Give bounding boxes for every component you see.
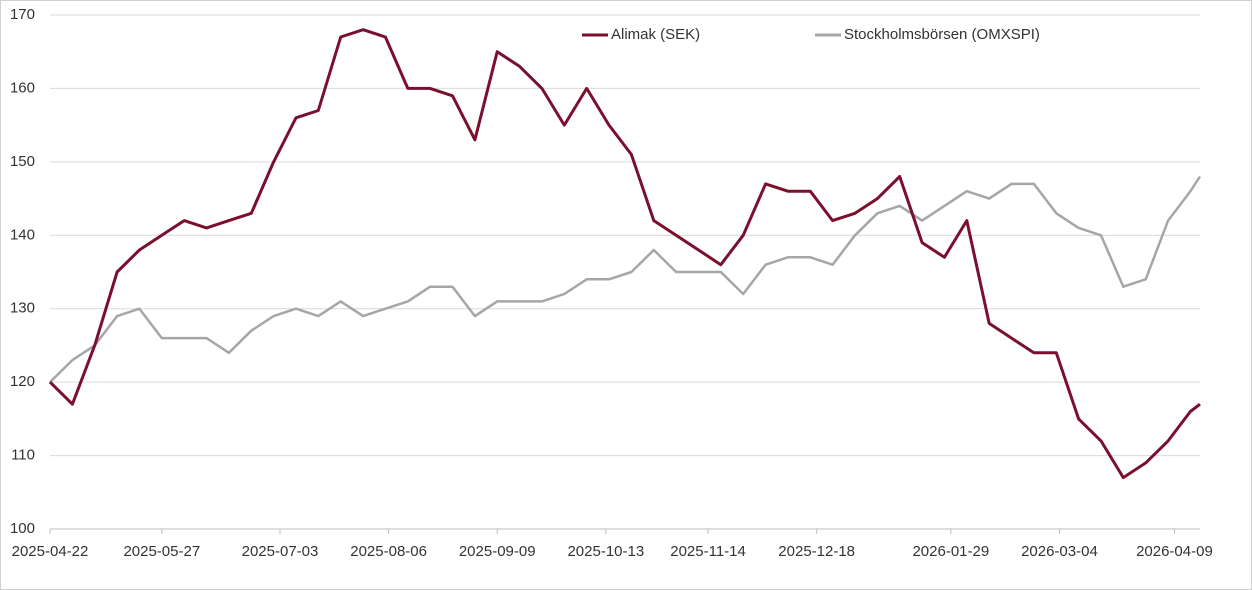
x-tick-label: 2026-03-04 xyxy=(1021,543,1098,560)
x-tick-label: 2025-04-22 xyxy=(12,543,89,560)
y-tick-label: 120 xyxy=(10,373,35,390)
x-tick-label: 2025-08-06 xyxy=(350,543,427,560)
y-tick-label: 100 xyxy=(10,520,35,537)
series-line xyxy=(48,28,1201,480)
y-tick-label: 150 xyxy=(10,153,35,170)
legend-label: Stockholmsbörsen (OMXSPI) xyxy=(844,26,1040,43)
x-tick-label: 2025-12-18 xyxy=(778,543,855,560)
series-line xyxy=(49,175,1202,383)
y-tick-label: 170 xyxy=(10,6,35,23)
y-tick-label: 110 xyxy=(11,447,35,464)
legend-label: Alimak (SEK) xyxy=(611,26,700,43)
x-tick-label: 2025-07-03 xyxy=(242,543,319,560)
x-tick-label: 2025-05-27 xyxy=(123,543,200,560)
x-tick-label: 2025-11-14 xyxy=(670,543,746,560)
x-tick-label: 2025-10-13 xyxy=(567,543,644,560)
x-tick-label: 2026-01-29 xyxy=(912,543,989,560)
y-tick-label: 140 xyxy=(10,226,35,243)
y-tick-label: 130 xyxy=(10,300,35,317)
x-tick-label: 2026-04-09 xyxy=(1136,543,1213,560)
x-tick-label: 2025-09-09 xyxy=(459,543,536,560)
y-tick-label: 160 xyxy=(10,79,35,96)
